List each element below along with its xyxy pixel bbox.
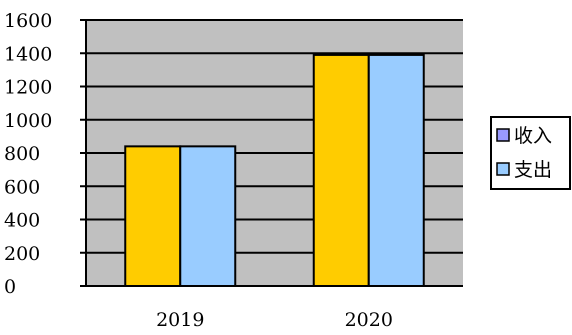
legend: 收入 支出 <box>490 116 571 190</box>
legend-label-income: 收入 <box>514 125 552 147</box>
x-tick-label: 2019 <box>156 309 204 330</box>
y-tick-label: 1400 <box>4 43 52 65</box>
legend-swatch-income <box>496 128 510 142</box>
y-tick-label: 200 <box>4 243 40 265</box>
bars <box>124 53 425 287</box>
bar-expense-2020 <box>367 53 425 287</box>
bar-income-2020 <box>312 53 370 287</box>
y-tick-label: 800 <box>4 143 40 165</box>
legend-label-expense: 支出 <box>514 159 552 181</box>
y-tick-labels: 0 200 400 600 800 1000 1200 1400 1600 <box>4 10 52 298</box>
x-tick-labels: 2019 2020 <box>156 309 393 331</box>
y-tick-label: 0 <box>4 276 16 298</box>
bar-income-2019 <box>124 145 182 287</box>
y-tick-label: 600 <box>4 176 40 198</box>
legend-swatch-expense <box>496 162 510 176</box>
y-tick-label: 1200 <box>4 77 52 99</box>
y-tick-label: 400 <box>4 210 40 232</box>
x-tick-label: 2020 <box>345 309 393 330</box>
y-tick-label: 1000 <box>4 110 52 132</box>
bar-expense-2019 <box>179 145 237 287</box>
y-tick-label: 1600 <box>4 10 52 32</box>
